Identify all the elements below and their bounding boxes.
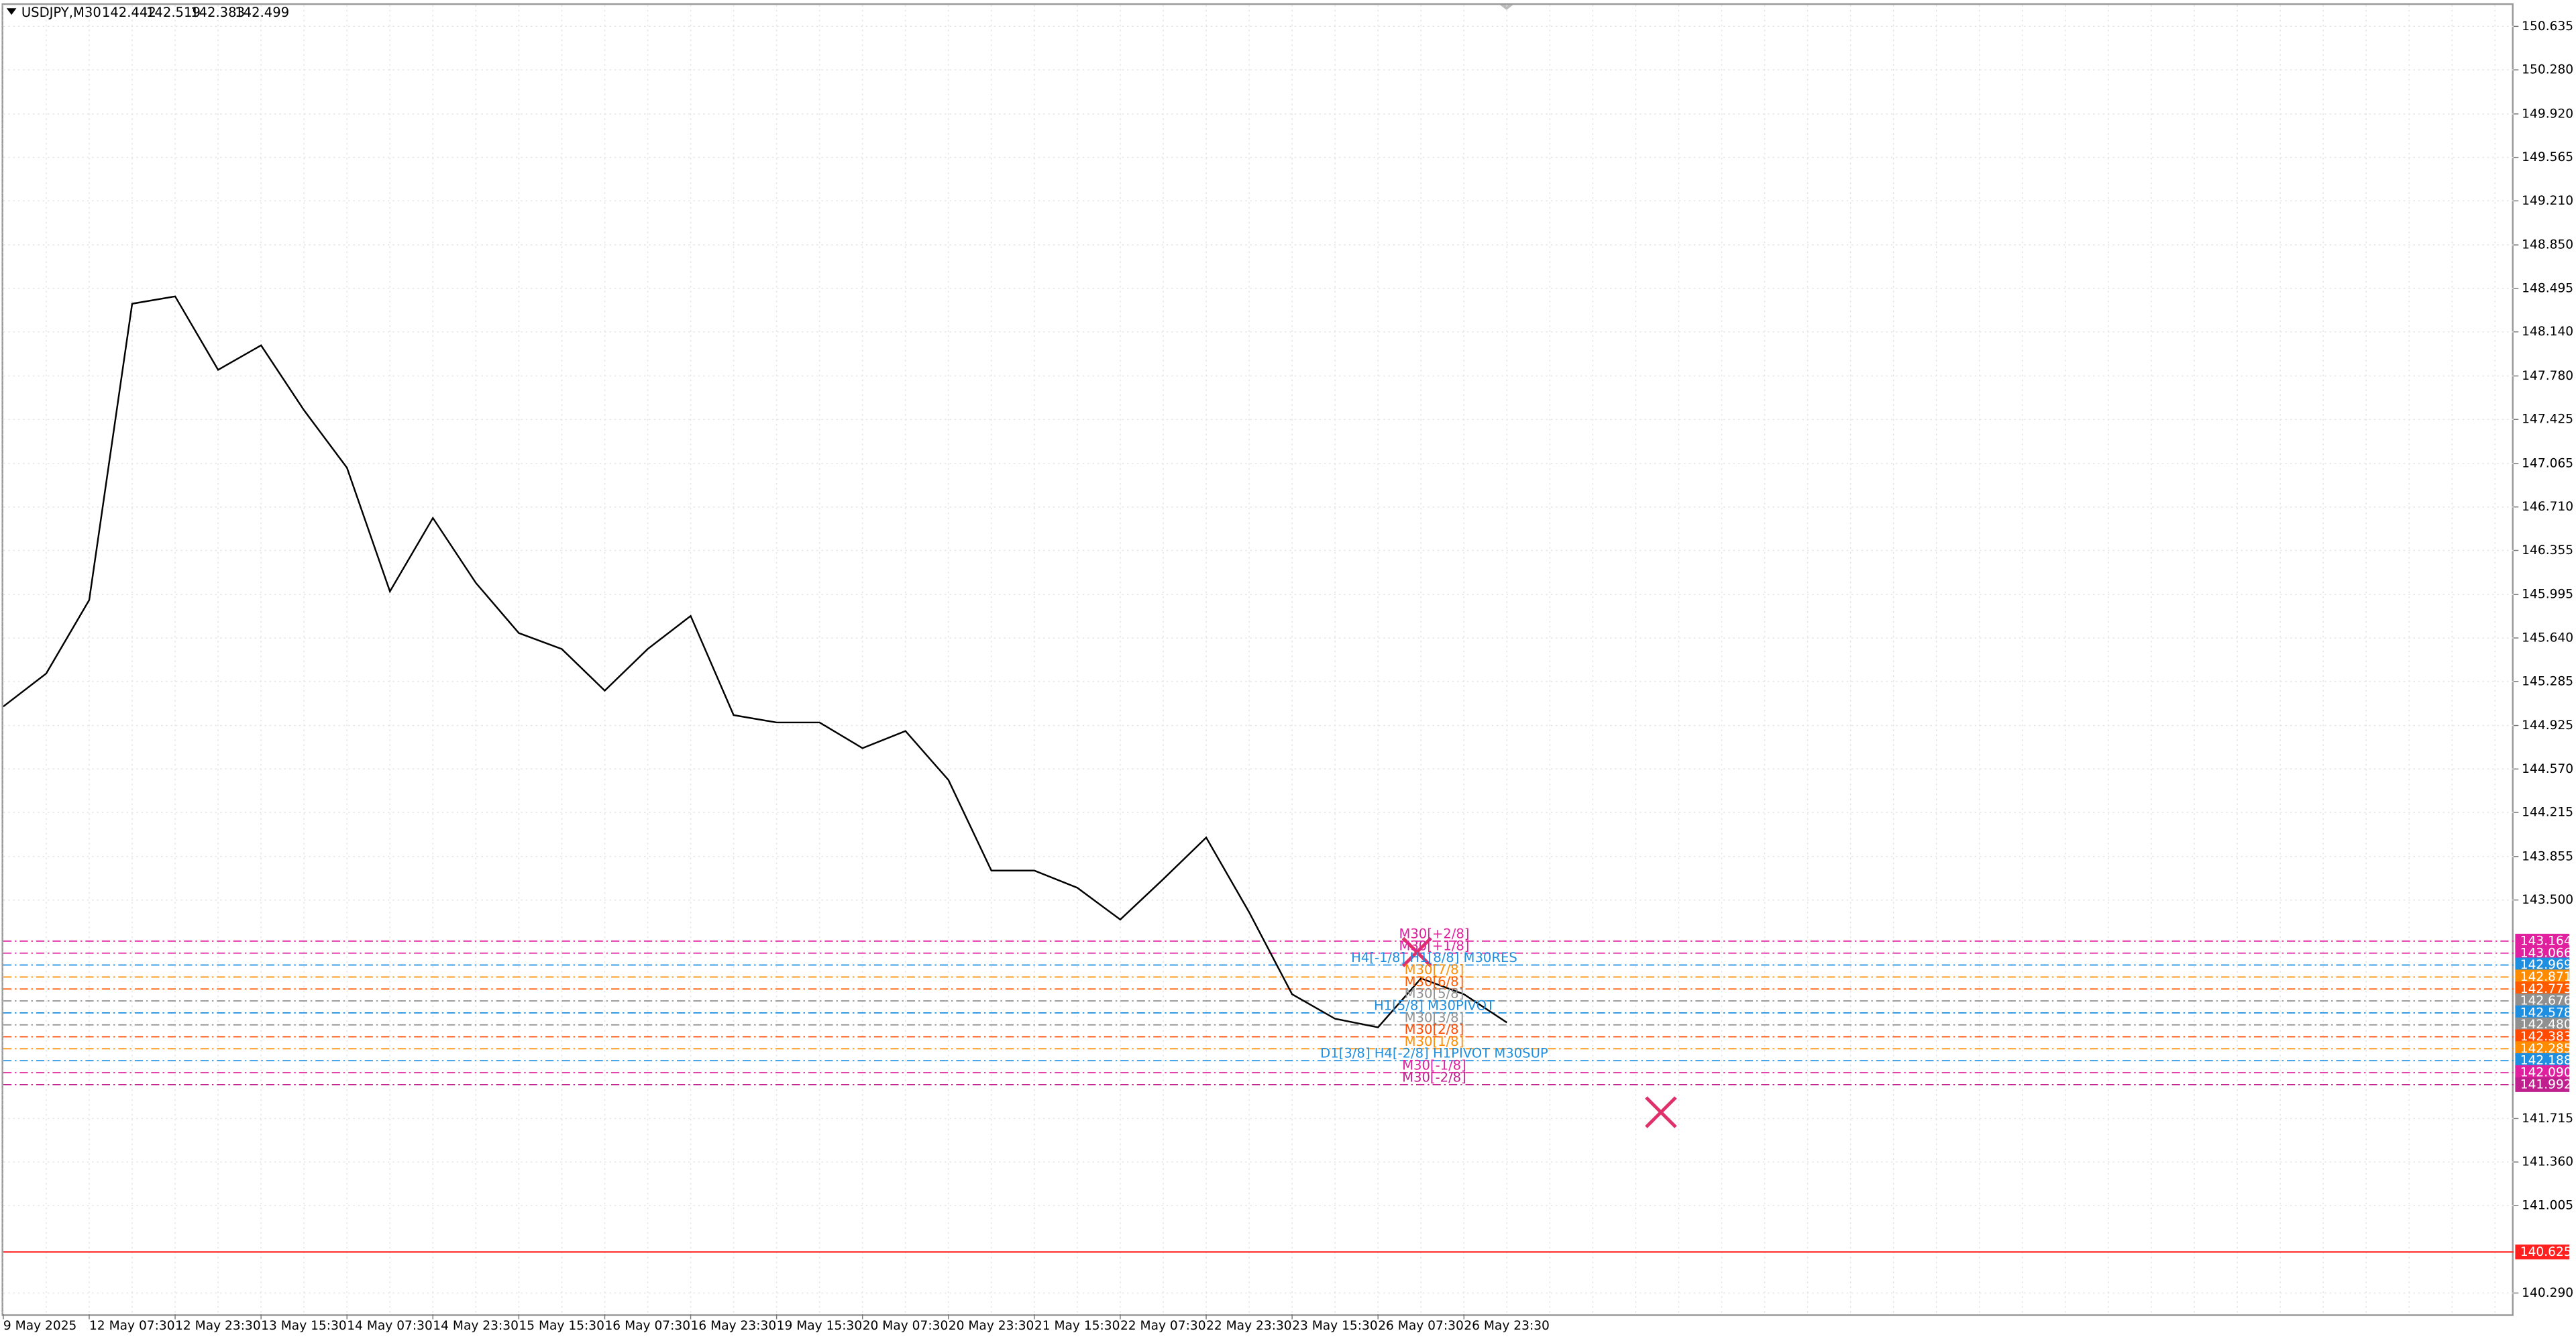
- level-price-box: [2515, 993, 2570, 1009]
- y-tick-label: 145.285: [2522, 674, 2573, 688]
- x-tick-label: 20 May 07:30: [863, 1319, 949, 1333]
- level-price-box: [2515, 1029, 2570, 1045]
- y-tick-label: 148.495: [2522, 281, 2573, 295]
- y-tick-label: 141.360: [2522, 1155, 2573, 1169]
- y-tick-label: 141.005: [2522, 1198, 2573, 1212]
- y-tick-label: 145.640: [2522, 631, 2573, 645]
- level-name: M30[6/8]: [1405, 974, 1464, 989]
- level-price-label: 142.188: [2520, 1054, 2572, 1068]
- y-tick-label: 149.565: [2522, 150, 2573, 164]
- plot-frame: [1, 3, 2514, 1316]
- x-tick-label: 12 May 07:30: [89, 1319, 175, 1333]
- symbol: USDJPY,M30: [21, 5, 101, 20]
- y-tick-label: 143.855: [2522, 849, 2573, 863]
- level-price-box: [2515, 969, 2570, 985]
- y-tick-label: 149.210: [2522, 194, 2573, 208]
- level-price-label: 142.871: [2520, 970, 2572, 984]
- level-price-label: 142.090: [2520, 1065, 2572, 1079]
- cross-marker: [1645, 1096, 1677, 1128]
- level-name: M30[3/8]: [1405, 1010, 1464, 1025]
- x-tick-label: 14 May 07:30: [347, 1319, 433, 1333]
- level-price-box: [2515, 1077, 2570, 1092]
- level-name: M30[7/8]: [1405, 962, 1464, 977]
- level-name: M30[-1/8]: [1402, 1058, 1466, 1073]
- level-name: H1[5/8] M30PIVOT: [1374, 998, 1495, 1014]
- y-tick-label: 146.355: [2522, 543, 2573, 557]
- y-tick-label: 144.570: [2522, 762, 2573, 776]
- y-tick-label: 145.995: [2522, 588, 2573, 602]
- level-price-box: [2515, 1005, 2570, 1020]
- level-price-label: 143.066: [2520, 946, 2572, 960]
- x-tick-label: 16 May 07:30: [604, 1319, 690, 1333]
- x-tick-label: 14 May 23:30: [433, 1319, 519, 1333]
- shift-marker: [1499, 5, 1513, 10]
- plot: [3, 5, 2514, 1315]
- x-tick-label: 21 May 15:30: [1034, 1319, 1120, 1333]
- level-price-box: [2515, 1053, 2570, 1069]
- y-tick-label: 144.925: [2522, 718, 2573, 733]
- ohlc-value: 142.499: [235, 5, 289, 20]
- x-tick-label: 20 May 23:30: [949, 1319, 1034, 1333]
- y-tick-label: 149.920: [2522, 107, 2573, 121]
- x-tick-label: 13 May 15:30: [261, 1319, 347, 1333]
- y-tick-label: 150.635: [2522, 19, 2573, 34]
- level-price-box: [2515, 981, 2570, 997]
- level-price-label: 142.969: [2520, 958, 2572, 972]
- level-price-box: [2515, 957, 2570, 973]
- x-tick-label: 19 May 15:30: [777, 1319, 863, 1333]
- level-price-label: 142.383: [2520, 1030, 2572, 1044]
- menu-arrow: [6, 8, 17, 15]
- level-name: M30[+1/8]: [1399, 939, 1469, 954]
- x-tick-label: 22 May 07:30: [1120, 1319, 1206, 1333]
- level-price-label: 142.578: [2520, 1006, 2572, 1020]
- x-tick-label: 15 May 15:30: [519, 1319, 604, 1333]
- level-price-label: 142.676: [2520, 994, 2572, 1008]
- x-tick-label: 26 May 07:30: [1378, 1319, 1464, 1333]
- y-tick-label: 140.290: [2522, 1286, 2573, 1300]
- x-tick-label: 12 May 23:30: [175, 1319, 261, 1333]
- level-price-label: 143.164: [2520, 934, 2572, 948]
- ohlc-value: 142.519: [146, 5, 201, 20]
- level-price-box: [2515, 1041, 2570, 1057]
- cross-marker: [1401, 936, 1432, 967]
- ohlc-value: 142.383: [191, 5, 245, 20]
- level-price-label: 140.625: [2520, 1245, 2572, 1259]
- level-name: M30[+2/8]: [1399, 926, 1469, 942]
- y-tick-label: 144.215: [2522, 806, 2573, 820]
- x-tick-label: 22 May 23:30: [1206, 1319, 1292, 1333]
- level-price-box: [2515, 945, 2570, 961]
- y-tick-label: 141.715: [2522, 1112, 2573, 1126]
- level-name: M30[-2/8]: [1402, 1070, 1466, 1085]
- level-name: M30[5/8]: [1405, 986, 1464, 1002]
- level-name: M30[2/8]: [1405, 1022, 1464, 1037]
- x-tick-label: 9 May 2025: [3, 1319, 77, 1333]
- y-tick-label: 147.065: [2522, 456, 2573, 470]
- level-price-box: [2515, 1244, 2570, 1260]
- level-name: H4[-1/8] H1[8/8] M30RES: [1351, 950, 1517, 965]
- x-tick-label: 23 May 15:30: [1292, 1319, 1378, 1333]
- level-price-box: [2515, 1065, 2570, 1080]
- level-name: M30[1/8]: [1405, 1034, 1464, 1049]
- x-tick-label: 26 May 23:30: [1464, 1319, 1550, 1333]
- y-tick-label: 147.425: [2522, 413, 2573, 427]
- level-price-label: 142.773: [2520, 982, 2572, 996]
- y-tick-label: 147.780: [2522, 369, 2573, 383]
- x-tick-label: 16 May 23:30: [691, 1319, 777, 1333]
- price-line: [3, 295, 1507, 1028]
- level-price-box: [2515, 1017, 2570, 1032]
- level-name: D1[3/8] H4[-2/8] H1PIVOT M30SUP: [1320, 1046, 1548, 1061]
- level-price-label: 141.992: [2520, 1077, 2572, 1091]
- level-price-label: 142.285: [2520, 1042, 2572, 1056]
- level-price-box: [2515, 933, 2570, 949]
- y-tick-label: 150.280: [2522, 63, 2573, 77]
- ohlc-value: 142.442: [102, 5, 156, 20]
- y-tick-label: 146.710: [2522, 500, 2573, 514]
- y-tick-label: 143.500: [2522, 893, 2573, 907]
- y-tick-label: 148.140: [2522, 325, 2573, 339]
- y-tick-label: 148.850: [2522, 238, 2573, 252]
- level-price-label: 142.480: [2520, 1018, 2572, 1032]
